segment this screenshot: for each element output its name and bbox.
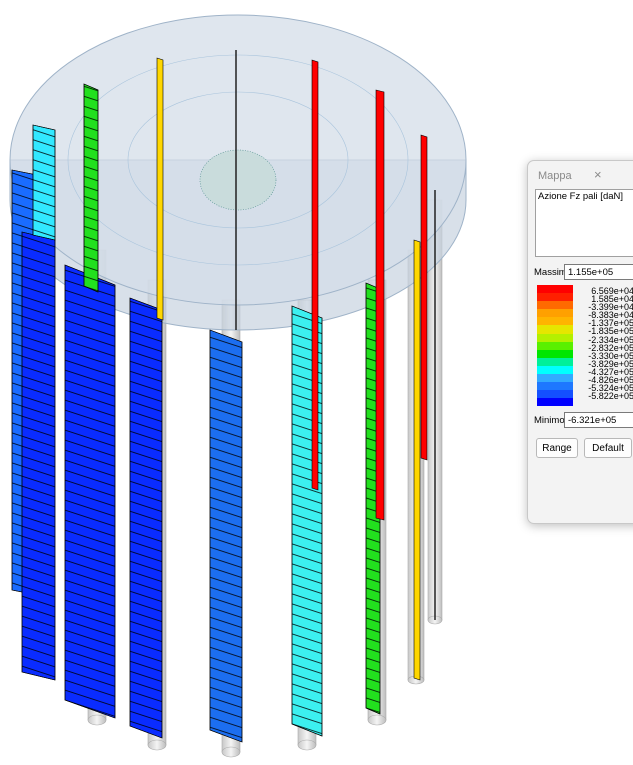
color-swatch: [537, 349, 573, 358]
map-legend-window: Mappa × Azione Fz pali [daN] Massimo 1.1…: [527, 160, 633, 524]
color-swatch: [537, 365, 573, 375]
color-scale: [537, 285, 573, 407]
scale-label: -3.399e+04: [588, 302, 633, 313]
scale-label: -5.822e+05: [588, 391, 633, 402]
scale-label: -1.835e+05: [588, 326, 633, 337]
color-swatch: [537, 293, 573, 302]
window-title: Mappa: [538, 170, 572, 182]
color-swatch: [537, 357, 573, 366]
scale-label: -8.383e+04: [588, 310, 633, 321]
scale-label: -4.327e+05: [588, 366, 633, 377]
color-swatch: [537, 382, 573, 391]
slab: [9, 14, 467, 331]
max-label: Massimo: [534, 267, 573, 278]
color-swatch: [537, 333, 573, 342]
color-swatch: [537, 317, 573, 326]
scale-label: -3.829e+05: [588, 358, 633, 369]
color-swatch: [537, 285, 573, 294]
scale-label: -2.832e+05: [588, 342, 633, 353]
quantity-box: Azione Fz pali [daN]: [535, 189, 633, 257]
color-swatch: [537, 309, 573, 318]
default-button[interactable]: Default: [584, 438, 632, 458]
scale-label: -2.334e+05: [588, 334, 633, 345]
scale-label: -4.826e+05: [588, 375, 633, 386]
color-swatch: [537, 325, 573, 334]
color-swatch: [537, 390, 573, 399]
scale-label: -3.330e+05: [588, 350, 633, 361]
color-swatch: [537, 301, 573, 310]
scale-label: -5.324e+05: [588, 383, 633, 394]
color-swatch: [537, 398, 573, 407]
force-diagrams: [11, 50, 436, 743]
scale-label: 1.585e+04: [591, 294, 633, 305]
close-button[interactable]: ×: [594, 167, 602, 182]
max-input[interactable]: 1.155e+05: [564, 264, 633, 280]
scale-label: 6.569e+04: [591, 286, 633, 296]
quantity-text: Azione Fz pali [daN]: [538, 191, 624, 202]
scale-labels: 6.569e+04 1.585e+04 -3.399e+04 -8.383e+04 -1…: [574, 286, 633, 402]
scale-label: -1.337e+05: [588, 318, 633, 329]
min-label: Minimo: [534, 415, 565, 426]
min-input[interactable]: -6.321e+05: [564, 412, 633, 428]
color-swatch: [537, 374, 573, 383]
color-swatch: [537, 341, 573, 350]
range-button[interactable]: Range: [536, 438, 578, 458]
